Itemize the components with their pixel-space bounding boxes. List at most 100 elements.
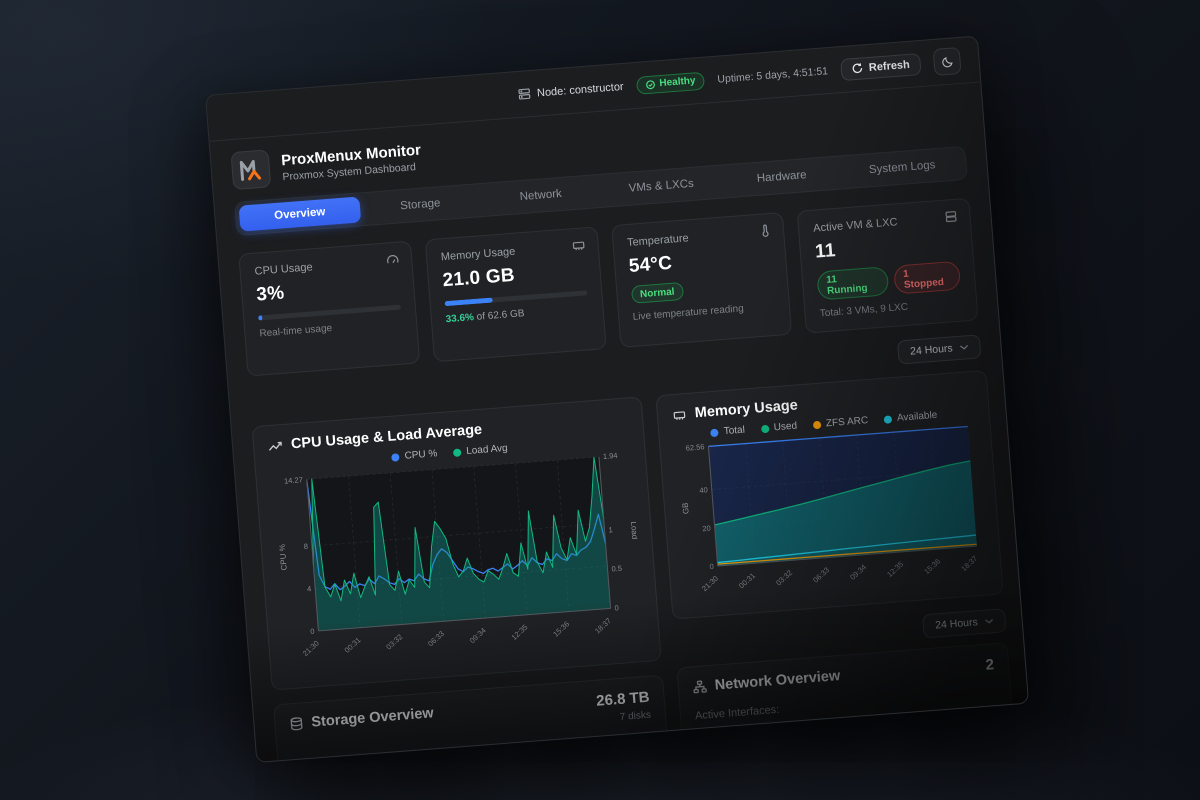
tab-system-logs[interactable]: System Logs — [868, 159, 936, 177]
tab-network[interactable]: Network — [519, 187, 563, 204]
refresh-button[interactable]: Refresh — [840, 52, 922, 81]
legend-dot — [883, 414, 893, 424]
svg-text:06:33: 06:33 — [811, 565, 831, 584]
storage-title: Storage Overview — [310, 705, 435, 731]
svg-text:09:34: 09:34 — [848, 562, 868, 581]
tab-vms-lxcs[interactable]: VMs & LXCs — [628, 177, 695, 195]
memory-time-range-select[interactable]: 24 Hours — [922, 608, 1007, 639]
theme-toggle-button[interactable] — [932, 46, 962, 76]
refresh-icon — [852, 63, 863, 74]
vm-running-badge: 11 Running — [816, 266, 890, 301]
svg-text:06:33: 06:33 — [426, 629, 446, 648]
legend-dot — [452, 447, 462, 457]
network-interfaces-count: 2 — [985, 656, 995, 674]
temperature-status-badge: Normal — [630, 281, 685, 304]
network-title: Network Overview — [714, 668, 841, 694]
svg-text:09:34: 09:34 — [468, 626, 488, 645]
topbar: Node: constructor Healthy Uptime: 5 days… — [206, 36, 981, 142]
node-indicator: Node: constructor — [518, 80, 625, 101]
legend-dot — [812, 420, 822, 429]
temperature-card-subtitle: Live temperature reading — [632, 303, 745, 323]
svg-text:03:32: 03:32 — [384, 632, 404, 651]
svg-text:18:37: 18:37 — [593, 616, 613, 635]
tab-storage[interactable]: Storage — [399, 197, 441, 213]
svg-text:62.56: 62.56 — [685, 442, 704, 452]
tab-overview[interactable]: Overview — [238, 196, 362, 232]
app-header: ProxMenux Monitor Proxmox System Dashboa… — [210, 82, 985, 201]
memory-card-title: Memory Usage — [440, 245, 516, 264]
network-overview-card: Network Overview 2 Active Interfaces: — [676, 642, 1016, 764]
legend-dot — [391, 452, 400, 462]
legend-dot — [710, 428, 720, 437]
uptime-text: Uptime: 5 days, 4:51:51 — [716, 64, 829, 86]
svg-text:03:32: 03:32 — [774, 568, 794, 587]
main-content: CPU Usage 3% Real-time usage Memory Usag… — [218, 196, 1029, 764]
proxmenux-m-logo — [230, 149, 272, 191]
cpu-card-value: 3% — [255, 282, 286, 306]
svg-text:15:36: 15:36 — [922, 557, 942, 576]
cpu-progress-fill — [258, 315, 263, 321]
legend-item-used: Used — [760, 421, 797, 435]
svg-text:21:30: 21:30 — [301, 639, 321, 658]
health-badge: Healthy — [635, 71, 706, 95]
time-range-row: 24 Hours — [249, 334, 982, 414]
memory-chart-card: Memory Usage Total Used ZFS ARC Available 2… — [655, 369, 1004, 620]
memory-usage-card: Memory Usage 21.0 GB 33.6% of 62.6 GB — [424, 226, 607, 363]
ram-icon — [671, 407, 687, 421]
memory-progress-fill — [444, 297, 493, 307]
vm-stopped-badge: 1 Stopped — [893, 260, 962, 295]
svg-text:21:30: 21:30 — [700, 574, 720, 593]
svg-text:0: 0 — [310, 627, 315, 636]
cpu-load-chart: 21:30 00:31 03:32 06:33 09:34 12:35 15:36 18:37… — [270, 446, 646, 676]
svg-text:40: 40 — [699, 485, 708, 495]
memory-time-range-row: 24 Hours — [674, 608, 1007, 657]
server-icon — [518, 87, 532, 101]
active-vm-lxc-card: Active VM & LXC 11 11 Running 1 Stopped … — [796, 197, 979, 334]
memory-progress-track — [444, 290, 587, 307]
svg-text:1.94: 1.94 — [603, 451, 618, 461]
legend-item-total: Total — [710, 425, 745, 439]
cpu-progress-track — [258, 304, 401, 321]
storage-overview-card: Storage Overview 26.8 TB 7 disks Total C… — [272, 674, 672, 764]
svg-text:20: 20 — [702, 524, 711, 534]
node-label: Node: constructor — [536, 80, 625, 100]
svg-text:8: 8 — [303, 542, 308, 551]
cpu-card-subtitle: Real-time usage — [259, 322, 333, 340]
vm-card-title: Active VM & LXC — [812, 216, 898, 235]
svg-text:1: 1 — [608, 525, 613, 534]
network-icon — [692, 679, 707, 694]
svg-text:GB: GB — [681, 502, 691, 514]
moon-icon — [941, 56, 953, 67]
svg-text:00:31: 00:31 — [343, 635, 363, 654]
stat-cards-row: CPU Usage 3% Real-time usage Memory Usag… — [238, 197, 979, 377]
check-circle-icon — [646, 79, 655, 89]
legend-dot — [760, 424, 770, 433]
svg-text:Load: Load — [629, 521, 639, 539]
gauge-icon — [385, 253, 399, 267]
temperature-card: Temperature 54°C Normal Live temperature… — [610, 212, 793, 348]
svg-text:CPU %: CPU % — [278, 544, 289, 571]
ram-icon — [571, 238, 586, 252]
svg-text:12:35: 12:35 — [885, 560, 905, 579]
svg-text:12:35: 12:35 — [510, 623, 530, 642]
temperature-card-title: Temperature — [626, 232, 690, 250]
storage-total-value: 26.8 TB — [595, 688, 651, 710]
memory-card-value: 21.0 GB — [441, 264, 516, 292]
svg-text:0: 0 — [614, 603, 619, 612]
svg-text:4: 4 — [307, 584, 312, 593]
cpu-load-chart-card: CPU Usage & Load Average CPU % Load Avg 2… — [251, 396, 662, 691]
temperature-card-value: 54°C — [628, 252, 673, 277]
memory-chart: 21:30 00:31 03:32 06:33 09:34 12:35 15:36 18:37… — [674, 420, 988, 606]
chevron-down-icon — [960, 344, 969, 350]
svg-text:00:31: 00:31 — [737, 571, 757, 590]
chevron-down-icon — [985, 618, 994, 624]
tab-hardware[interactable]: Hardware — [756, 169, 808, 185]
dashboard-window: Node: constructor Healthy Uptime: 5 days… — [205, 35, 1030, 764]
memory-chart-title: Memory Usage — [694, 397, 799, 422]
svg-text:18:37: 18:37 — [959, 554, 979, 573]
thermometer-icon — [759, 224, 772, 238]
time-range-select[interactable]: 24 Hours — [897, 334, 982, 365]
storage-disks-value: 7 disks — [619, 709, 652, 723]
storage-row-physical-disks: Physical Disks: — [294, 760, 655, 763]
interface-chip[interactable] — [697, 737, 761, 759]
